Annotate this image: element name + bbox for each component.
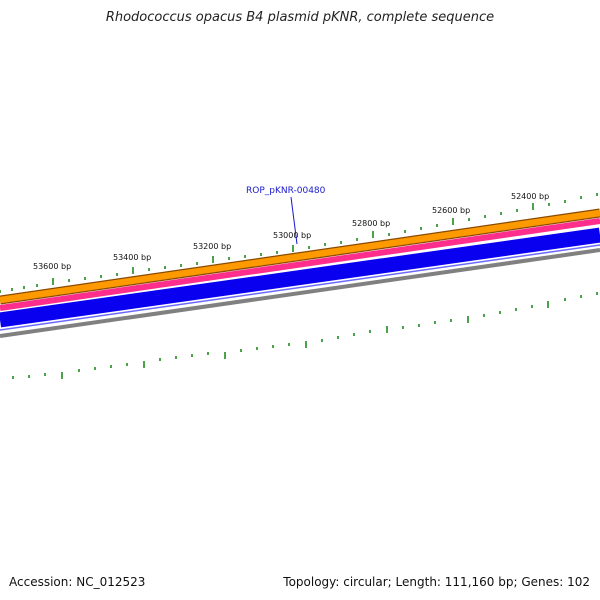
tick-label: 52800 bp <box>352 219 390 228</box>
track-gray <box>0 248 600 338</box>
track-blue <box>0 227 600 328</box>
tick-label: 53200 bp <box>193 242 231 251</box>
summary-text: Topology: circular; Length: 111,160 bp; … <box>283 575 590 589</box>
tick-label: 53600 bp <box>33 262 71 271</box>
track-pink <box>0 218 600 311</box>
inner-tick-arc <box>12 292 598 379</box>
tick-label: 53400 bp <box>113 253 151 262</box>
tick-label: 53000 bp <box>273 231 311 240</box>
tick-labels: 53600 bp 53400 bp 53200 bp 53000 bp 5280… <box>33 192 549 271</box>
gene-label[interactable]: ROP_pKNR-00480 <box>246 186 326 196</box>
track-orange-fill <box>0 209 600 304</box>
tick-label: 52600 bp <box>432 206 470 215</box>
tick-label: 52400 bp <box>511 192 549 201</box>
accession-text: Accession: NC_012523 <box>9 575 146 589</box>
outer-tick-arc <box>0 193 598 293</box>
track-blue-edge <box>0 244 600 331</box>
map-title: Rhodococcus opacus B4 plasmid pKNR, comp… <box>105 10 495 25</box>
gene-leader-line <box>290 196 298 245</box>
